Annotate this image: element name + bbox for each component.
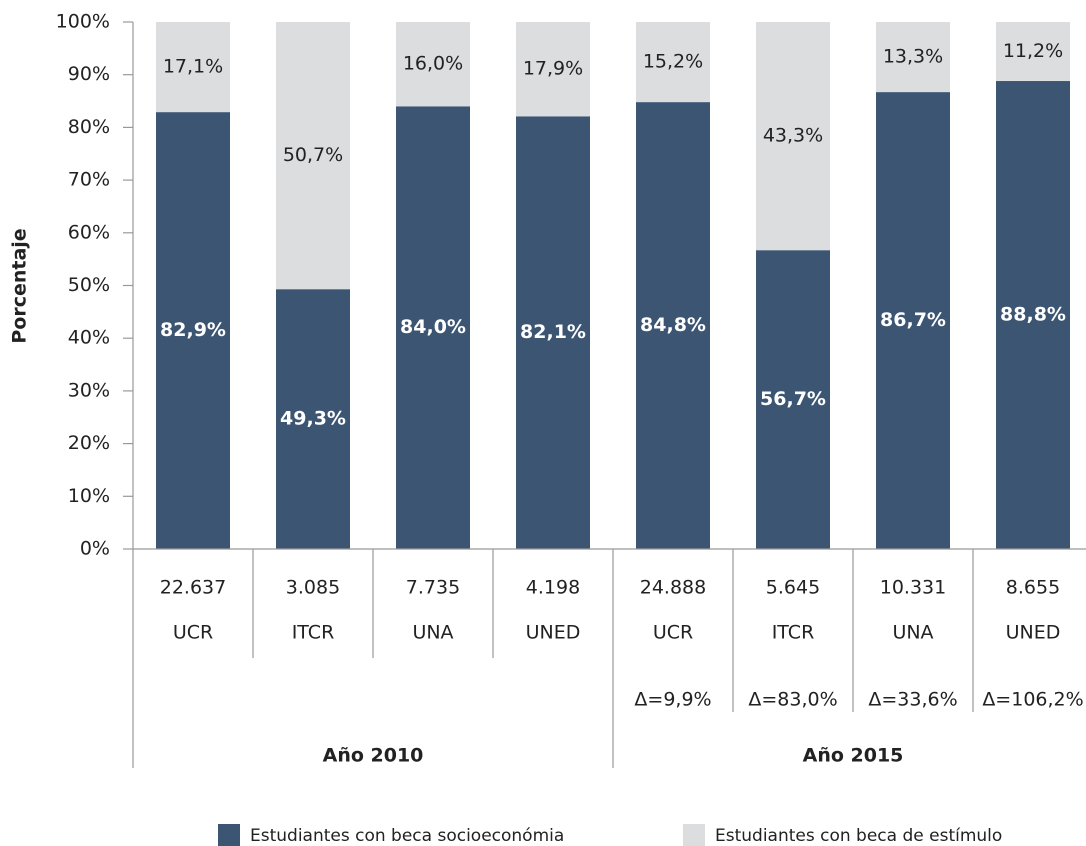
x-tick-label: UNED: [1006, 622, 1061, 644]
x-tick-label: UCR: [173, 622, 213, 644]
bar-segment: [396, 106, 470, 549]
data-label: 50,7%: [283, 144, 343, 166]
x-tick-label: UNED: [526, 622, 581, 644]
bar-segment: [516, 22, 590, 117]
count-label: 8.655: [1006, 577, 1060, 599]
count-label: 24.888: [640, 577, 706, 599]
count-label: 22.637: [160, 577, 226, 599]
bar-segment: [156, 22, 230, 113]
group-label: Año 2010: [323, 745, 424, 767]
bar-segment: [516, 116, 590, 549]
y-tick-label: 10%: [68, 485, 110, 507]
x-tick-label: UCR: [653, 622, 693, 644]
x-tick-label: ITCR: [772, 622, 815, 644]
change-label: Δ=33,6%: [868, 689, 957, 711]
bar-segment: [636, 102, 710, 549]
bar-segment: [876, 92, 950, 549]
bar-segment: [276, 22, 350, 290]
data-label: 84,0%: [400, 316, 466, 338]
count-label: 7.735: [406, 577, 460, 599]
bar-segment: [876, 22, 950, 93]
x-tick-label: UNA: [892, 622, 933, 644]
bar-segment: [156, 112, 230, 549]
y-tick-label: 70%: [68, 169, 110, 191]
y-axis-label: Porcentaje: [9, 228, 31, 343]
data-label: 16,0%: [403, 53, 463, 75]
y-tick-label: 60%: [68, 221, 110, 243]
data-label: 56,7%: [760, 388, 826, 410]
change-label: Δ=9,9%: [634, 689, 711, 711]
data-label: 17,1%: [163, 56, 223, 78]
data-label: 84,8%: [640, 314, 706, 336]
data-label: 43,3%: [763, 125, 823, 147]
y-tick-label: 100%: [56, 11, 110, 33]
group-label: Año 2015: [803, 745, 904, 767]
y-tick-label: 80%: [68, 116, 110, 138]
data-label: 82,1%: [520, 321, 586, 343]
y-tick-label: 20%: [68, 432, 110, 454]
count-label: 4.198: [526, 577, 580, 599]
y-tick-label: 40%: [68, 327, 110, 349]
bar-segment: [276, 289, 350, 549]
legend-label: Estudiantes con beca de estímulo: [715, 826, 1002, 846]
bar-segment: [996, 22, 1070, 82]
bar-segment: [636, 22, 710, 103]
y-tick-label: 50%: [68, 274, 110, 296]
data-label: 15,2%: [643, 51, 703, 73]
data-label: 13,3%: [883, 46, 943, 68]
y-tick-label: 30%: [68, 379, 110, 401]
legend-swatch: [683, 824, 705, 846]
data-label: 11,2%: [1003, 40, 1063, 62]
count-label: 5.645: [766, 577, 820, 599]
bar-segment: [996, 81, 1070, 550]
count-label: 10.331: [880, 577, 946, 599]
change-label: Δ=83,0%: [748, 689, 837, 711]
y-tick-label: 0%: [80, 538, 110, 560]
bar-segment: [756, 22, 830, 251]
bar-segment: [396, 22, 470, 107]
bar-segment: [756, 250, 830, 550]
data-label: 49,3%: [280, 408, 346, 430]
change-label: Δ=106,2%: [982, 689, 1083, 711]
data-label: 82,9%: [160, 319, 226, 341]
y-tick-label: 90%: [68, 63, 110, 85]
count-label: 3.085: [286, 577, 340, 599]
x-tick-label: ITCR: [292, 622, 335, 644]
data-label: 88,8%: [1000, 304, 1066, 326]
x-tick-label: UNA: [412, 622, 453, 644]
legend-swatch: [218, 824, 240, 846]
legend-label: Estudiantes con beca socioeconómia: [250, 826, 564, 846]
data-label: 86,7%: [880, 309, 946, 331]
data-label: 17,9%: [523, 58, 583, 80]
